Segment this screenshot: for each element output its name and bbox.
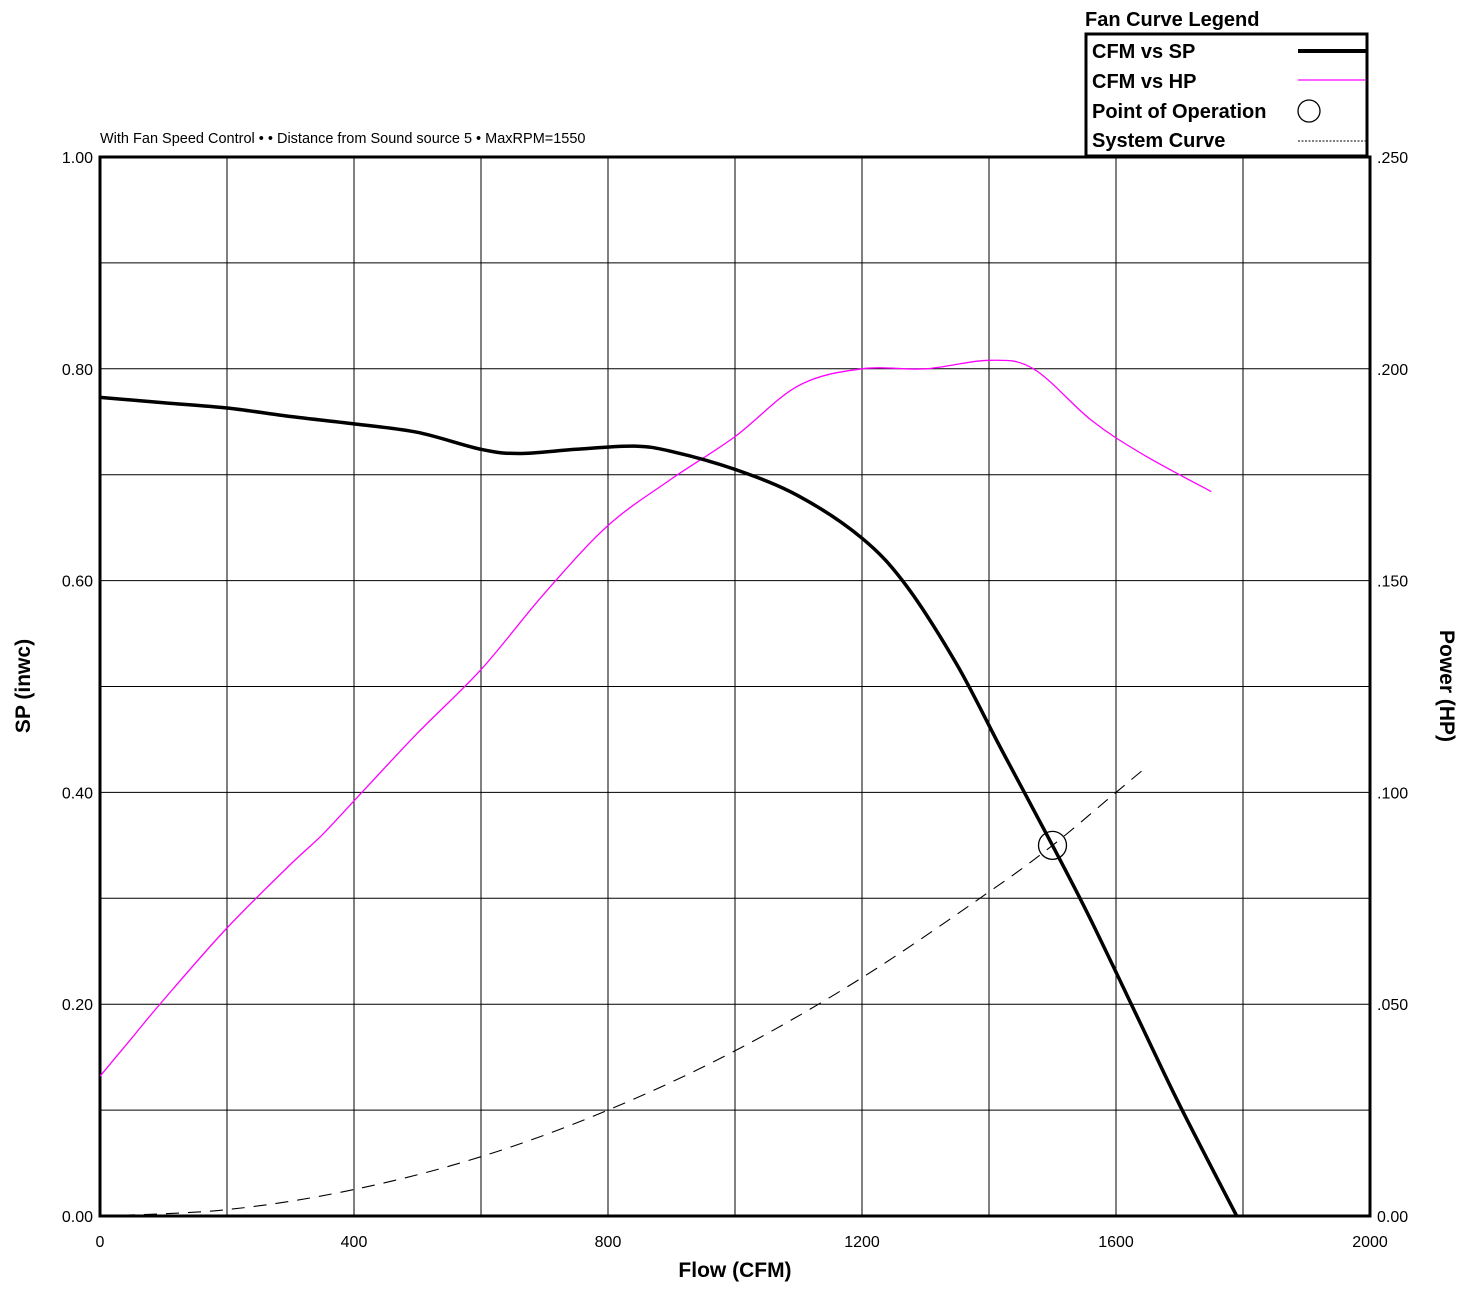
legend-box — [1084, 32, 1369, 158]
y-tick-label: 0.20 — [62, 997, 93, 1014]
x-tick-label: 0 — [96, 1234, 105, 1251]
y-tick-label: 0.80 — [62, 362, 93, 379]
x-axis-title: Flow (CFM) — [678, 1259, 791, 1282]
legend-swatch-operation — [1297, 99, 1321, 123]
y-tick-label: 1.00 — [62, 150, 93, 167]
legend-label-operation: Point of Operation — [1092, 101, 1266, 123]
sp-curve-line — [99, 395, 1239, 1217]
series-layer — [99, 359, 1239, 1217]
y2-tick-label: .200 — [1377, 362, 1408, 379]
x-tick-label: 1200 — [844, 1234, 880, 1251]
plot-frame — [98, 155, 1372, 1218]
legend-label-hp: CFM vs HP — [1092, 71, 1196, 93]
y2-tick-label: .100 — [1377, 785, 1408, 802]
legend-label-sp: CFM vs SP — [1092, 41, 1195, 63]
y2-tick-label: .250 — [1377, 150, 1408, 167]
point-of-operation-marker — [1037, 830, 1068, 860]
y2-axis-title: Power (HP) — [1435, 630, 1458, 742]
y-tick-label: 0.40 — [62, 785, 93, 802]
system-curve-line — [99, 765, 1149, 1217]
y-tick-label: 0.00 — [62, 1209, 93, 1226]
x-tick-label: 1600 — [1098, 1234, 1134, 1251]
x-tick-label: 2000 — [1352, 1234, 1388, 1251]
legend-label-system: System Curve — [1092, 130, 1225, 152]
chart-subtitle: With Fan Speed Control • • Distance from… — [100, 131, 586, 147]
x-tick-label: 800 — [595, 1234, 622, 1251]
grid-layer — [100, 157, 1370, 1216]
legend-title: Fan Curve Legend — [1085, 9, 1259, 31]
x-tick-label: 400 — [341, 1234, 368, 1251]
y2-tick-label: .150 — [1377, 574, 1408, 591]
hp-curve-line — [99, 359, 1212, 1077]
ticks-layer: 0 400 800 1200 1600 2000 0.00 0.20 0.40 0.60 0.80 1… — [62, 150, 1408, 1251]
y2-tick-label: .050 — [1377, 997, 1408, 1014]
y-axis-title: SP (inwc) — [12, 639, 35, 733]
legend: Fan Curve Legend CFM vs SP CFM vs HP Poi… — [1084, 9, 1369, 158]
y2-tick-label: 0.00 — [1377, 1209, 1408, 1226]
y-tick-label: 0.60 — [62, 574, 93, 591]
